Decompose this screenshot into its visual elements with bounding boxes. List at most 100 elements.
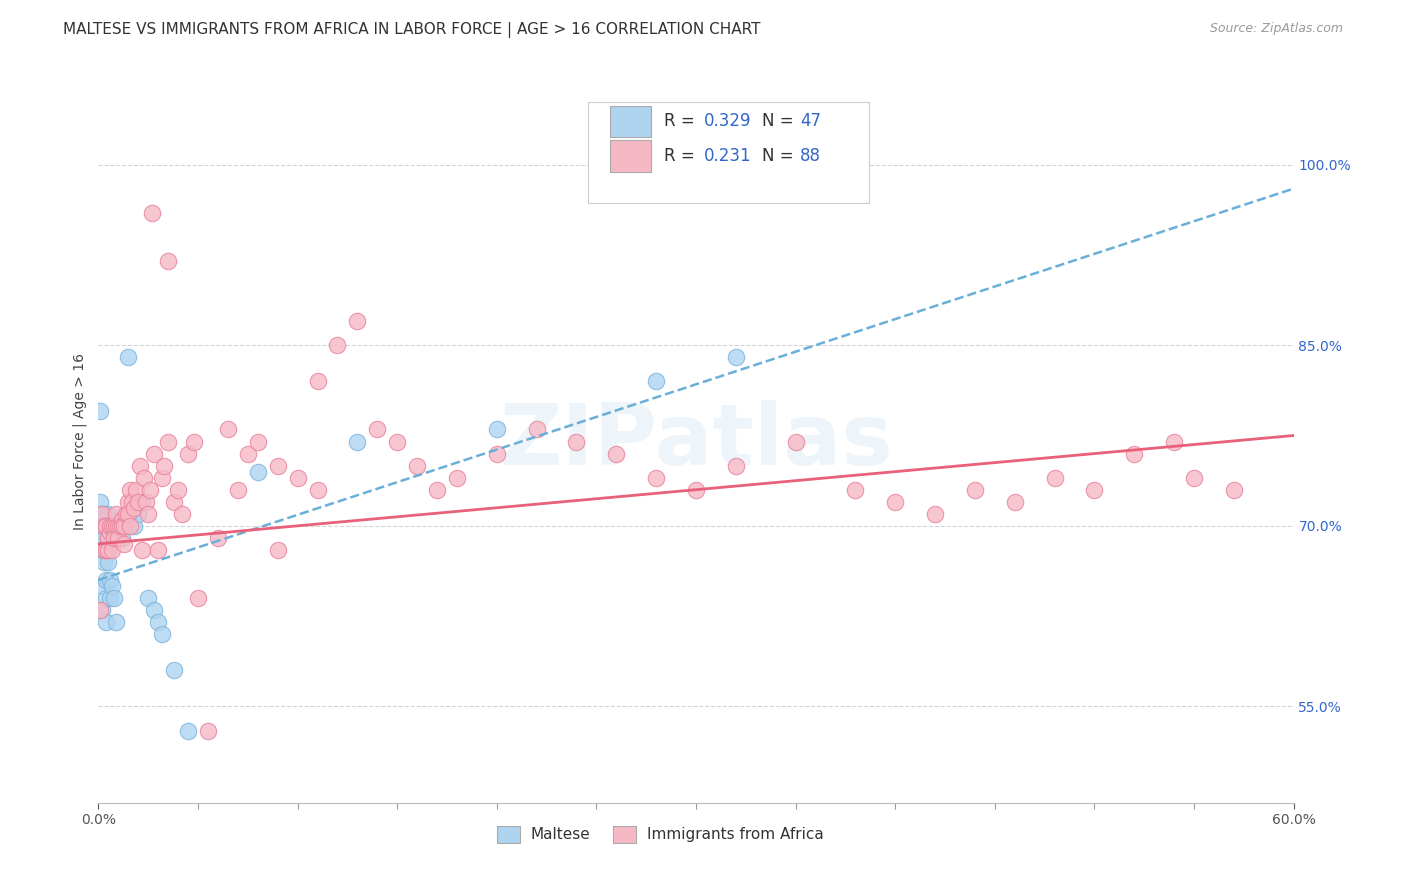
Point (150, 470, 173, 484)
Point (134, 470, 156, 484)
Point (127, 494, 149, 508)
Point (183, 434, 205, 449)
Point (217, 422, 239, 436)
Point (120, 483, 142, 497)
Point (326, 338, 349, 352)
Point (107, 519, 129, 533)
Point (93, 542, 115, 557)
Point (97, 555, 120, 569)
Point (924, 507, 946, 521)
Point (117, 507, 139, 521)
Point (93, 542, 115, 557)
Point (111, 531, 134, 545)
Point (89, 542, 111, 557)
Point (446, 470, 468, 484)
Point (117, 494, 139, 508)
Point (93, 519, 115, 533)
FancyBboxPatch shape (610, 105, 651, 137)
Point (172, 507, 194, 521)
Point (97, 542, 120, 557)
Point (884, 494, 907, 508)
Point (141, 205, 163, 219)
Point (98, 524, 122, 539)
Point (97, 542, 120, 557)
Point (526, 422, 548, 436)
Point (89, 494, 111, 508)
Point (111, 519, 134, 533)
Point (406, 458, 429, 473)
Point (226, 483, 249, 497)
Point (98, 573, 122, 587)
Text: R =: R = (664, 112, 700, 130)
Point (485, 446, 508, 460)
Point (105, 615, 128, 629)
Point (1043, 470, 1066, 484)
Point (124, 500, 146, 515)
Legend: Maltese, Immigrants from Africa: Maltese, Immigrants from Africa (491, 820, 830, 849)
Point (267, 542, 290, 557)
Text: ZIPatlas: ZIPatlas (499, 400, 893, 483)
Point (1083, 483, 1105, 497)
Point (103, 591, 125, 605)
Point (96, 519, 118, 533)
Point (1182, 470, 1205, 484)
Point (89, 404, 111, 418)
Point (724, 458, 747, 473)
Point (111, 513, 134, 527)
FancyBboxPatch shape (589, 102, 869, 203)
Text: R =: R = (664, 147, 700, 165)
Point (105, 507, 128, 521)
FancyBboxPatch shape (610, 140, 651, 172)
Point (107, 531, 129, 545)
Text: 88: 88 (800, 147, 821, 165)
Point (785, 434, 807, 449)
Point (1123, 446, 1146, 460)
Point (127, 507, 149, 521)
Point (426, 483, 449, 497)
Point (93, 531, 115, 545)
Text: N =: N = (762, 147, 799, 165)
Point (1223, 483, 1246, 497)
Point (110, 519, 132, 533)
Point (91, 507, 114, 521)
Point (236, 446, 259, 460)
Point (963, 483, 986, 497)
Text: 0.231: 0.231 (704, 147, 752, 165)
Point (246, 465, 269, 479)
Point (167, 483, 190, 497)
Point (605, 446, 627, 460)
Point (112, 519, 135, 533)
Point (96, 519, 118, 533)
Point (93, 555, 115, 569)
Point (197, 723, 219, 738)
Point (97, 531, 120, 545)
Point (96, 615, 118, 629)
Point (346, 314, 368, 328)
Text: 47: 47 (800, 112, 821, 130)
Point (96, 591, 118, 605)
Text: 0.329: 0.329 (704, 112, 752, 130)
Point (91, 519, 114, 533)
Point (97, 531, 120, 545)
Point (844, 483, 866, 497)
Point (121, 494, 143, 508)
Point (93, 519, 115, 533)
Point (346, 434, 368, 449)
Point (89, 603, 111, 617)
Text: N =: N = (762, 112, 799, 130)
Point (124, 519, 146, 533)
Point (267, 458, 290, 473)
Point (117, 350, 139, 364)
Point (101, 519, 124, 533)
Point (91, 531, 114, 545)
Point (101, 579, 124, 593)
Point (307, 483, 329, 497)
Point (115, 507, 138, 521)
Point (246, 434, 269, 449)
Point (97, 519, 120, 533)
Point (131, 494, 153, 508)
Point (98, 519, 122, 533)
Point (1163, 434, 1185, 449)
Point (685, 483, 707, 497)
Text: MALTESE VS IMMIGRANTS FROM AFRICA IN LABOR FORCE | AGE > 16 CORRELATION CHART: MALTESE VS IMMIGRANTS FROM AFRICA IN LAB… (63, 22, 761, 38)
